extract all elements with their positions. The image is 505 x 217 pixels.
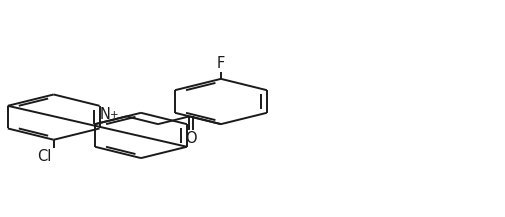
Text: F: F: [217, 56, 225, 71]
Text: Cl: Cl: [37, 149, 52, 164]
Text: N: N: [99, 107, 110, 122]
Text: O: O: [185, 131, 196, 146]
Text: +: +: [110, 110, 119, 120]
